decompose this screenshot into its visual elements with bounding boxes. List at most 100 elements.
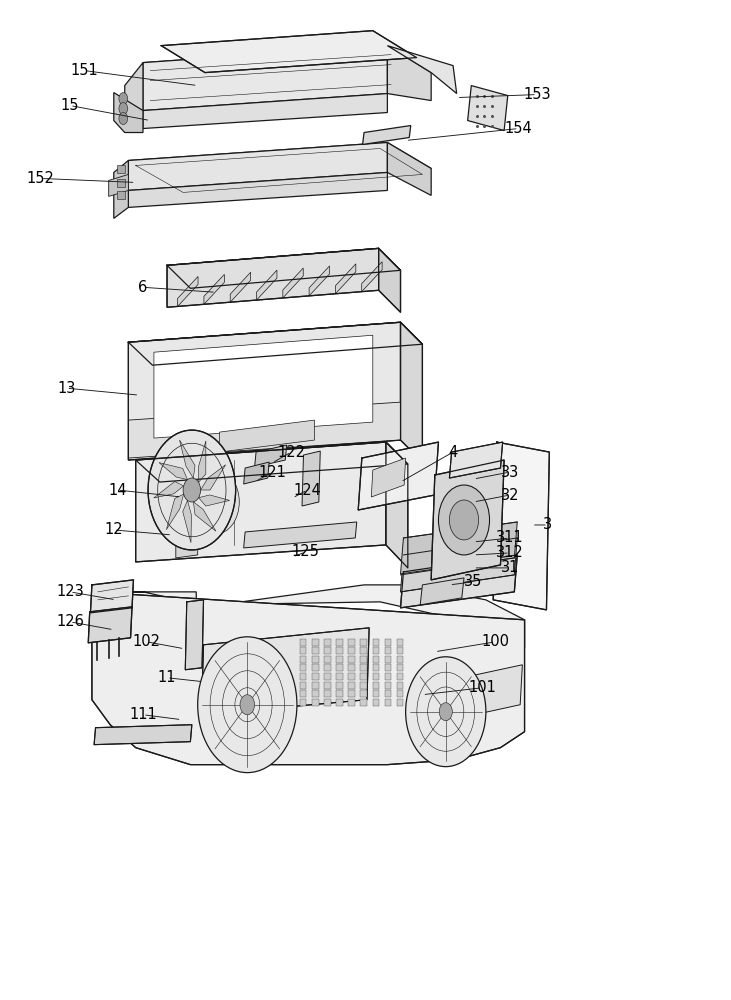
Bar	[397, 664, 404, 671]
Polygon shape	[167, 248, 379, 307]
Bar	[397, 682, 404, 689]
Text: 121: 121	[258, 465, 286, 480]
Text: 122: 122	[277, 445, 305, 460]
Polygon shape	[114, 93, 143, 133]
Polygon shape	[185, 600, 203, 670]
Bar	[324, 690, 330, 697]
Polygon shape	[371, 458, 406, 497]
Bar	[397, 699, 404, 706]
Bar	[300, 673, 306, 680]
Circle shape	[439, 485, 490, 555]
Bar	[360, 639, 367, 646]
Polygon shape	[129, 142, 387, 190]
Polygon shape	[336, 264, 356, 294]
Polygon shape	[468, 86, 508, 131]
Text: 32: 32	[501, 488, 519, 503]
Polygon shape	[493, 442, 550, 610]
Polygon shape	[243, 462, 269, 484]
Circle shape	[406, 657, 486, 767]
Bar	[118, 179, 125, 187]
Polygon shape	[201, 628, 369, 715]
Text: 14: 14	[108, 483, 126, 498]
Polygon shape	[143, 94, 387, 129]
Polygon shape	[175, 468, 197, 558]
Polygon shape	[88, 607, 132, 643]
Polygon shape	[243, 522, 357, 548]
Polygon shape	[219, 420, 314, 452]
Polygon shape	[92, 585, 525, 648]
Bar	[373, 699, 379, 706]
Polygon shape	[420, 578, 464, 605]
Bar	[373, 690, 379, 697]
Bar	[360, 690, 367, 697]
Polygon shape	[154, 481, 183, 498]
Bar	[349, 664, 355, 671]
Polygon shape	[200, 465, 226, 490]
Bar	[336, 673, 343, 680]
Polygon shape	[379, 248, 401, 312]
Bar	[300, 647, 306, 654]
Circle shape	[119, 113, 128, 125]
Bar	[385, 639, 391, 646]
Bar	[373, 639, 379, 646]
Bar	[385, 690, 391, 697]
Polygon shape	[387, 46, 431, 101]
Text: 153: 153	[523, 87, 550, 102]
Polygon shape	[159, 463, 187, 480]
Bar	[312, 690, 319, 697]
Bar	[336, 639, 343, 646]
Bar	[312, 699, 319, 706]
Text: 35: 35	[464, 574, 482, 589]
Polygon shape	[136, 442, 386, 562]
Polygon shape	[401, 522, 518, 574]
Bar	[349, 682, 355, 689]
Circle shape	[450, 500, 479, 540]
Polygon shape	[162, 31, 417, 73]
Text: 100: 100	[482, 634, 510, 649]
Bar	[349, 639, 355, 646]
Bar	[312, 647, 319, 654]
Text: 31: 31	[501, 560, 519, 575]
Bar	[336, 664, 343, 671]
Circle shape	[148, 430, 235, 550]
Bar	[349, 690, 355, 697]
Polygon shape	[183, 500, 192, 543]
Bar	[312, 682, 319, 689]
Bar	[324, 656, 330, 663]
Bar	[312, 639, 319, 646]
Text: 154: 154	[505, 121, 533, 136]
Text: 3: 3	[543, 517, 553, 532]
Polygon shape	[194, 502, 216, 531]
Polygon shape	[358, 442, 439, 510]
Text: 126: 126	[56, 614, 84, 629]
Text: 102: 102	[132, 634, 161, 649]
Polygon shape	[309, 266, 330, 296]
Bar	[373, 647, 379, 654]
Bar	[373, 656, 379, 663]
Text: 152: 152	[27, 171, 55, 186]
Text: 4: 4	[448, 445, 458, 460]
Text: 33: 33	[501, 465, 519, 480]
Polygon shape	[94, 725, 192, 745]
Polygon shape	[452, 665, 523, 720]
Bar	[324, 682, 330, 689]
Bar	[360, 682, 367, 689]
Bar	[373, 673, 379, 680]
Bar	[324, 699, 330, 706]
Bar	[336, 699, 343, 706]
Polygon shape	[114, 160, 129, 218]
Bar	[118, 165, 125, 173]
Polygon shape	[401, 322, 423, 462]
Polygon shape	[125, 63, 143, 133]
Bar	[360, 673, 367, 680]
Text: 12: 12	[105, 522, 123, 537]
Bar	[373, 664, 379, 671]
Polygon shape	[302, 451, 320, 506]
Text: 311: 311	[496, 530, 524, 545]
Bar	[360, 647, 367, 654]
Text: 151: 151	[71, 63, 99, 78]
Polygon shape	[178, 276, 198, 306]
Bar	[300, 639, 306, 646]
Bar	[397, 656, 404, 663]
Text: 125: 125	[292, 544, 319, 559]
